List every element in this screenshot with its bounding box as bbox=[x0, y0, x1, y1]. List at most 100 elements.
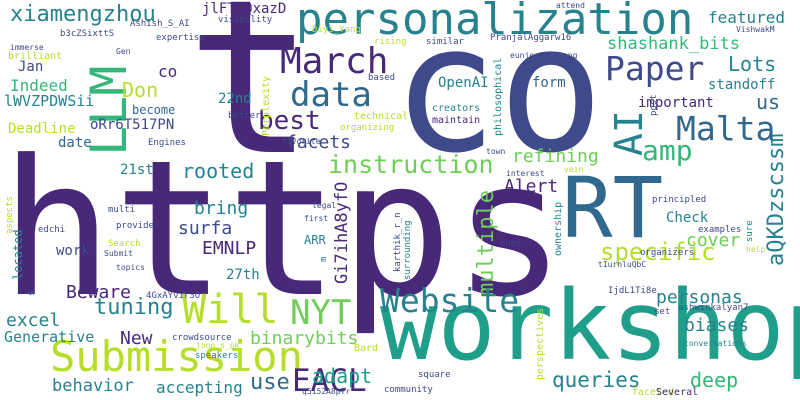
word-Submit: Submit bbox=[104, 249, 133, 258]
word-RT: RT bbox=[562, 159, 664, 257]
word-Website: Website bbox=[380, 281, 520, 320]
word-use: use bbox=[250, 370, 290, 395]
word-crowdsource: crowdsource bbox=[172, 333, 232, 343]
word-ownership: ownership bbox=[553, 201, 564, 256]
word-facets: facets bbox=[286, 132, 352, 153]
word-date: date bbox=[58, 135, 92, 151]
word-co-small: co bbox=[158, 62, 178, 81]
word-New: New bbox=[120, 328, 153, 349]
word-brilliant: brilliant bbox=[8, 51, 63, 62]
word-22nd: 22nd bbox=[218, 91, 252, 107]
word-vein: vein bbox=[564, 165, 584, 174]
word-Deadline: Deadline bbox=[8, 121, 76, 137]
word-workshop: workshop bbox=[380, 270, 800, 382]
word-better: better bbox=[228, 111, 261, 121]
word-data: data bbox=[290, 75, 372, 115]
word-b3cZSixttS: b3cZSixttS bbox=[60, 29, 115, 39]
word-work: work bbox=[56, 243, 90, 259]
word-post: post bbox=[649, 94, 659, 116]
word-EMNLP: EMNLP bbox=[202, 238, 257, 259]
word-shashank_bits: shashank_bits bbox=[607, 34, 741, 54]
word-specific: specific bbox=[600, 238, 716, 266]
word-Diyi-Yang: Diyi_Yang bbox=[312, 25, 361, 35]
word-multi: multi bbox=[108, 205, 136, 215]
word-xiamengzhou: xiamengzhou bbox=[10, 2, 156, 27]
word-aspects: aspects bbox=[5, 196, 15, 234]
word-surrounding: surrounding bbox=[403, 220, 413, 280]
word-surfa: surfa bbox=[178, 218, 233, 239]
word-VishwakM: VishwakM bbox=[736, 25, 775, 34]
word-amp: amp bbox=[642, 134, 693, 167]
word-favorite: favorite bbox=[282, 137, 321, 146]
word-Ashish-S-AI: Ashish_S_AI bbox=[130, 19, 190, 29]
word-personalization: personalization bbox=[296, 0, 694, 45]
word-co: co bbox=[392, 0, 604, 192]
word-organizers: organizers bbox=[640, 248, 695, 258]
word-Paper: Paper bbox=[605, 49, 705, 88]
word-EACL: EACL bbox=[292, 363, 367, 399]
word-technical: technical bbox=[354, 111, 409, 122]
word-karthik-r-n: karthik_r_n bbox=[393, 212, 403, 272]
word-m: m bbox=[319, 256, 329, 262]
word-Several: Several bbox=[656, 387, 699, 398]
word-Bard: Bard bbox=[354, 343, 379, 354]
word-creators: creators bbox=[432, 103, 481, 114]
word-Engines: Engines bbox=[148, 138, 186, 148]
word-IjdL1Ti8e: IjdL1Ti8e bbox=[608, 286, 657, 296]
word-oRr6T517PN: oRr6T517PN bbox=[90, 117, 175, 133]
word-lWVZPDWSii: lWVZPDWSii bbox=[4, 92, 95, 110]
word-Perplexity: Perplexity bbox=[261, 75, 272, 136]
word-important: important bbox=[638, 95, 714, 111]
word-Generative: Generative bbox=[4, 328, 95, 346]
word-Gi7ihA8yfO: Gi7ihA8yfO bbox=[332, 181, 352, 284]
word-featured: featured bbox=[708, 8, 786, 27]
word-located: located bbox=[11, 229, 25, 280]
word-personas: personas bbox=[656, 287, 743, 308]
word-attend: attend bbox=[556, 1, 585, 10]
word-square: square bbox=[418, 370, 451, 380]
word-accepting: accepting bbox=[156, 378, 243, 397]
word-topics: topics bbox=[116, 263, 145, 272]
word-Check: Check bbox=[666, 210, 709, 226]
word-Malta: Malta bbox=[676, 109, 776, 148]
word-edchi: edchi bbox=[38, 225, 66, 235]
word-help: help bbox=[746, 245, 766, 254]
word-adapt: adapt bbox=[312, 364, 373, 388]
word-interest: interest bbox=[506, 169, 545, 178]
word-community: community bbox=[384, 385, 433, 395]
word-https: https bbox=[0, 120, 566, 339]
word-Will: Will bbox=[182, 287, 279, 333]
word-rooted: rooted bbox=[182, 159, 255, 183]
word-joon-s-pk: joon_s_pk bbox=[196, 341, 240, 350]
word-legal: legal bbox=[312, 201, 337, 210]
word-first: first bbox=[304, 214, 329, 223]
word-organizing: organizing bbox=[340, 123, 395, 133]
word-biases: biases bbox=[684, 315, 750, 336]
word-deep: deep bbox=[690, 368, 739, 392]
word-maintain: maintain bbox=[432, 115, 481, 126]
word-speakers: speakers bbox=[195, 351, 239, 361]
word-excel: excel bbox=[6, 310, 61, 331]
word-philosophical: philosophical bbox=[493, 57, 504, 136]
word-standoff: standoff bbox=[708, 77, 776, 93]
word-principled: principled bbox=[652, 195, 707, 205]
word-s: s bbox=[27, 290, 37, 296]
word-expertise: expertise bbox=[156, 33, 205, 43]
word-ARR: ARR bbox=[304, 233, 326, 247]
word-rising: rising bbox=[374, 37, 407, 47]
word-4GxAYvir3O: 4GxAYvir3O bbox=[146, 291, 201, 301]
word-tIurnluQbC: tIurnluQbC bbox=[598, 260, 647, 269]
word-21st: 21st bbox=[120, 162, 154, 178]
word-provide: provide bbox=[116, 221, 154, 231]
word-instruction: instruction bbox=[328, 150, 494, 179]
word-Alert: Alert bbox=[504, 176, 559, 197]
word-best: best bbox=[258, 106, 321, 136]
word-town: town bbox=[486, 147, 506, 156]
word-set: set bbox=[654, 307, 671, 317]
word-visibility: visibility bbox=[218, 15, 273, 25]
word-Lots: Lots bbox=[728, 52, 777, 76]
word-eunjeong-hwang: eunjeong_hwang bbox=[510, 51, 578, 60]
word-NYT: NYT bbox=[290, 293, 352, 333]
word-q5152A8pTr: q5152A8pTr bbox=[302, 387, 351, 396]
